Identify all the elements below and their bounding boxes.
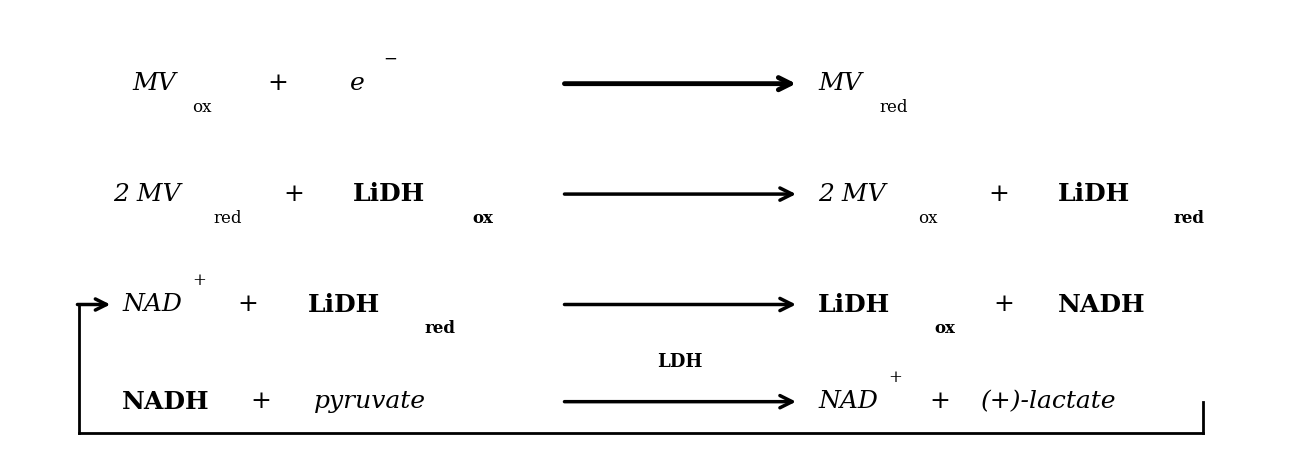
Text: LiDH: LiDH (308, 292, 381, 316)
Text: LiDH: LiDH (818, 292, 890, 316)
Text: +: + (889, 369, 903, 386)
Text: +: + (930, 390, 951, 413)
Text: +: + (250, 390, 271, 413)
Text: 2 MV: 2 MV (114, 183, 181, 206)
Text: ox: ox (192, 99, 212, 117)
Text: +: + (284, 183, 304, 206)
Text: −: − (383, 51, 397, 68)
Text: LiDH: LiDH (352, 182, 424, 206)
Text: red: red (1173, 210, 1204, 227)
Text: +: + (267, 72, 288, 95)
Text: ox: ox (935, 320, 956, 338)
Text: ox: ox (472, 210, 493, 227)
Text: +: + (237, 293, 258, 316)
Text: NAD: NAD (123, 293, 182, 316)
Text: e: e (350, 72, 365, 95)
Text: +: + (988, 183, 1009, 206)
Text: 2 MV: 2 MV (818, 183, 885, 206)
Text: red: red (213, 210, 241, 227)
Text: +: + (192, 272, 206, 289)
Text: MV: MV (818, 72, 862, 95)
Text: red: red (424, 320, 455, 338)
Text: pyruvate: pyruvate (315, 390, 426, 413)
Text: LDH: LDH (658, 353, 703, 371)
Text: +: + (993, 293, 1014, 316)
Text: (+)-lactate: (+)-lactate (980, 390, 1116, 413)
Text: red: red (880, 99, 908, 117)
Text: NAD: NAD (818, 390, 878, 413)
Text: MV: MV (133, 72, 175, 95)
Text: NADH: NADH (1058, 292, 1146, 316)
Text: NADH: NADH (123, 390, 210, 414)
Text: LiDH: LiDH (1058, 182, 1130, 206)
Text: ox: ox (918, 210, 938, 227)
